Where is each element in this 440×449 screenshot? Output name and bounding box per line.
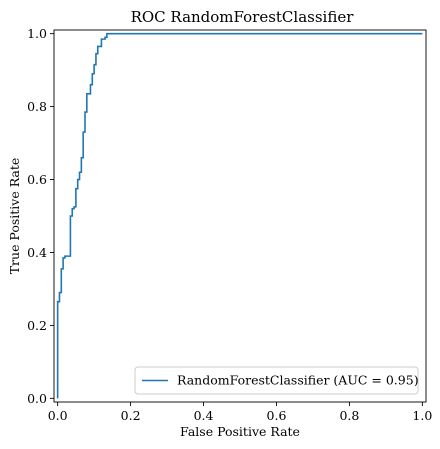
x-tick-label: 0.2: [121, 408, 141, 423]
y-tick-label: 0.2: [27, 318, 47, 333]
y-tick-label: 0.6: [27, 172, 47, 187]
legend: RandomForestClassifier (AUC = 0.95): [135, 367, 419, 394]
x-tick-label: 0.8: [339, 408, 359, 423]
y-tick-label: 1.0: [27, 26, 47, 41]
x-tick-label: 0.6: [267, 408, 287, 423]
legend-label: RandomForestClassifier (AUC = 0.95): [177, 373, 419, 388]
chart-title: ROC RandomForestClassifier: [131, 8, 355, 26]
plot-area: [54, 30, 426, 402]
y-tick-label: 0.0: [27, 391, 47, 406]
x-tick-label: 1.0: [412, 408, 432, 423]
x-axis-label: False Positive Rate: [180, 424, 300, 439]
y-tick-label: 0.8: [27, 99, 47, 114]
x-tick-label: 0.4: [194, 408, 214, 423]
y-axis-label: True Positive Rate: [7, 158, 22, 275]
y-tick-label: 0.4: [27, 245, 47, 260]
x-tick-label: 0.0: [48, 408, 68, 423]
